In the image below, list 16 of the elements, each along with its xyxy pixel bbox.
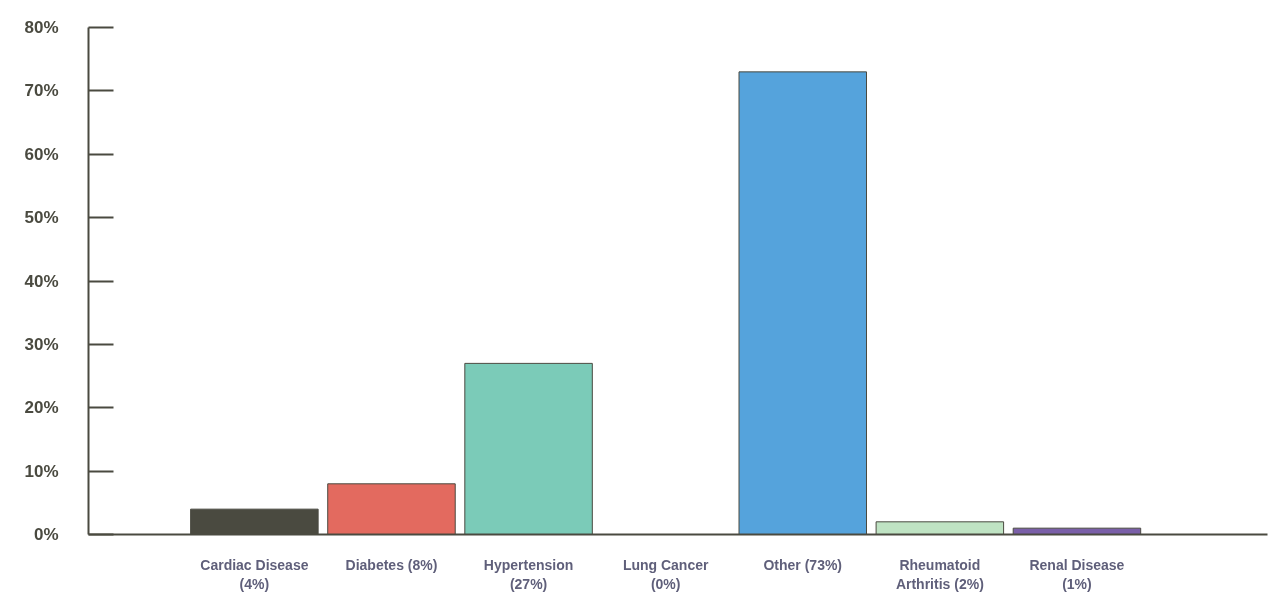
x-tick-label: Hypertension (27%) [483,556,574,592]
x-tick-label: Rheumatoid Arthritis (2%) [895,556,984,592]
x-tick-label: Diabetes (8%) [345,556,438,573]
y-tick-label: 60% [24,144,59,164]
y-tick-label: 30% [24,334,59,354]
y-tick-label: 40% [24,271,59,291]
x-tick-label: Cardiac Disease (4%) [200,556,309,592]
y-tick-label: 20% [24,398,59,418]
x-tick-label: Renal Disease (1%) [1029,556,1125,592]
y-tick-label: 50% [24,208,59,228]
y-tick-label: 80% [24,18,59,37]
y-tick-label: 0% [33,525,59,544]
x-tick-label: Lung Cancer (0%) [622,556,709,592]
y-tick-label: 70% [24,81,59,101]
x-tick-label: Other (73%) [763,556,843,573]
y-tick-label: 10% [24,461,59,481]
